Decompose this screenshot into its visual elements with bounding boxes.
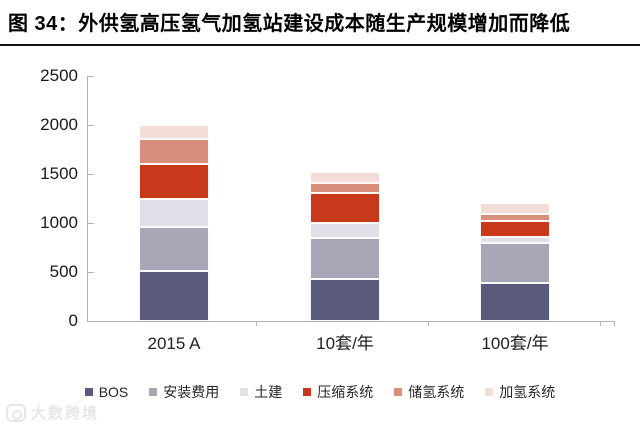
title-divider [0,44,640,46]
legend-item: BOS [84,384,129,400]
legend-marker-icon [84,388,93,396]
figure-title: 图 34：外供氢高压氢气加氢站建设成本随生产规模增加而降低 [8,13,571,35]
legend-label: 压缩系统 [317,384,374,400]
y-axis-tick [87,125,94,126]
legend-label: 加氢系统 [499,384,556,400]
y-axis-tick-label: 1500 [40,164,78,183]
bar-segment [480,237,550,243]
y-axis-tick-label: 0 [68,311,78,330]
bar-segment [480,214,550,221]
legend-label: 安装费用 [163,384,220,400]
legend-marker-icon [303,388,312,396]
x-axis-tick [600,322,601,326]
legend-item: 安装费用 [149,382,219,402]
y-axis-tick-label: 2000 [40,115,78,134]
bar-segment [139,164,209,199]
legend-marker-icon [394,388,403,396]
bar-segment [310,183,380,193]
y-axis-tick [87,272,94,273]
legend-label: 储氢系统 [408,384,465,400]
chart-legend: BOS 安装费用 土建 压缩系统 储氢系统 加氢系统 [40,381,600,403]
x-axis-tick [428,322,429,326]
legend-marker-icon [485,388,494,396]
x-axis-tick [256,322,257,326]
y-axis-tick-label: 500 [49,262,78,281]
bar-segment [139,139,209,164]
bar-segment [310,238,380,279]
watermark-logo-icon [6,403,26,422]
watermark-text: 大数跨境 [31,405,100,422]
legend-label: BOS [98,384,129,400]
bar-segment [480,221,550,237]
y-axis-tick-label: 2500 [40,66,78,85]
legend-item: 储氢系统 [394,382,464,402]
y-axis-tick [87,321,94,322]
legend-marker-icon [149,388,158,396]
y-axis-line [87,76,88,321]
x-axis-category-label: 100套/年 [481,334,549,353]
x-axis-line [87,321,615,322]
bar-segment [480,203,550,214]
bar-segment [139,227,209,271]
x-axis-category-label: 10套/年 [316,334,374,353]
bar-segment [310,279,380,321]
legend-marker-icon [240,388,249,396]
x-axis-category-label: 2015 A [147,334,201,353]
bar-stack-3 [480,76,550,321]
legend-item: 压缩系统 [303,382,373,402]
bar-segment [480,243,550,283]
legend-item: 加氢系统 [485,382,555,402]
x-axis-tick [614,322,615,326]
bar-segment [310,193,380,223]
bar-segment [310,172,380,183]
legend-item: 土建 [240,382,282,402]
bar-segment [139,271,209,321]
y-axis-tick [87,174,94,175]
y-axis-tick [87,223,94,224]
bar-segment [480,283,550,321]
bar-stack-2 [310,76,380,321]
bar-stack-1 [139,76,209,321]
bar-segment [139,199,209,227]
bar-segment [310,223,380,238]
y-axis-tick [87,76,94,77]
bar-segment [139,125,209,139]
watermark: 大数跨境 [6,402,99,423]
y-axis-tick-label: 1000 [40,213,78,232]
legend-label: 土建 [254,384,283,400]
